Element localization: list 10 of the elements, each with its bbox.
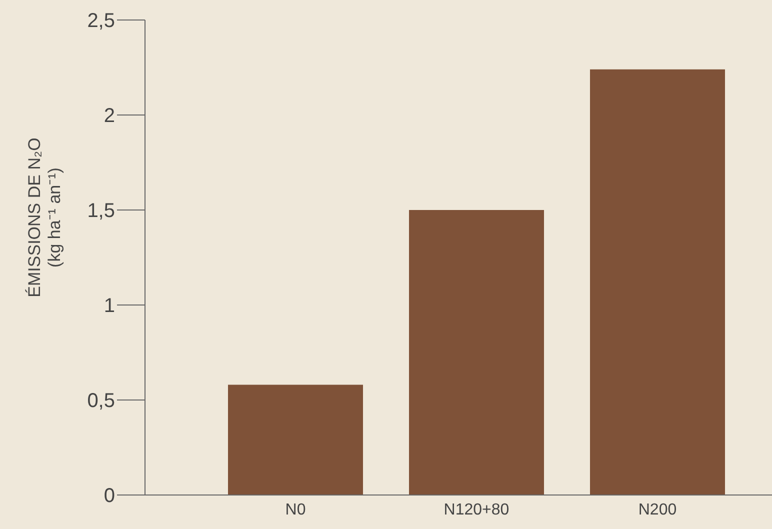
y-tick-label: 2 <box>104 105 115 128</box>
y-tick-label: 1 <box>104 295 115 318</box>
x-tick-label: N120+80 <box>444 501 510 518</box>
x-tick-label: N200 <box>638 501 677 518</box>
y-tick-label: 2,5 <box>87 10 115 32</box>
y-tick-label: 1,5 <box>87 200 115 222</box>
y-tick-label: 0 <box>104 485 115 508</box>
x-tick-label: N0 <box>285 501 306 518</box>
y-tick-label: 0,5 <box>87 390 115 412</box>
y-axis-title: ÉMISSIONS DE N₂O (kg ha⁻¹ an⁻¹) <box>25 138 64 298</box>
